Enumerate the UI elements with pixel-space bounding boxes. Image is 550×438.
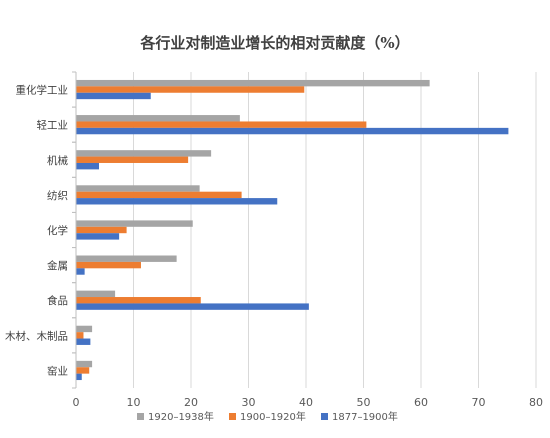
bar bbox=[76, 303, 309, 310]
x-tick-label: 40 bbox=[299, 396, 313, 409]
bar bbox=[76, 226, 127, 234]
bar bbox=[76, 156, 189, 163]
legend: 1920–1938年 1900–1920年 1877–1900年 bbox=[137, 410, 398, 423]
x-tick-label: 50 bbox=[357, 396, 371, 409]
category-label: 机械 bbox=[47, 154, 68, 167]
bar bbox=[76, 185, 200, 192]
bars bbox=[76, 79, 509, 381]
category-label: 化学 bbox=[47, 224, 68, 237]
x-tick-label: 10 bbox=[127, 396, 141, 409]
bar bbox=[76, 360, 93, 368]
bar bbox=[76, 297, 201, 304]
bar bbox=[76, 150, 212, 157]
bar bbox=[76, 220, 193, 227]
chart-title: 各行业对制造业增长的相对贡献度（%） bbox=[139, 34, 409, 52]
category-label: 轻工业 bbox=[37, 119, 69, 132]
category-label: 窑业 bbox=[47, 364, 68, 377]
axes: 0 10 20 30 40 50 60 70 80 重化学工业轻工业机械纺织化学金属食品木材、木制… bbox=[5, 71, 543, 409]
bar bbox=[76, 261, 141, 269]
bar bbox=[76, 127, 509, 135]
legend-label: 1877–1900年 bbox=[332, 410, 398, 423]
bar bbox=[76, 191, 242, 199]
category-label: 食品 bbox=[47, 294, 68, 307]
bar bbox=[76, 332, 84, 339]
bar bbox=[76, 268, 85, 275]
bar bbox=[76, 162, 99, 170]
category-label: 重化学工业 bbox=[16, 84, 69, 97]
legend-swatch bbox=[321, 413, 328, 420]
x-tick-label: 70 bbox=[472, 396, 486, 409]
category-label: 木材、木制品 bbox=[5, 329, 68, 342]
bar bbox=[76, 338, 91, 345]
x-tick-label: 80 bbox=[529, 396, 543, 409]
bar bbox=[76, 255, 177, 262]
category-label: 金属 bbox=[47, 259, 68, 272]
x-tick-label: 30 bbox=[242, 396, 256, 409]
bar bbox=[76, 92, 151, 100]
bar bbox=[76, 198, 278, 205]
bar bbox=[76, 373, 82, 381]
bar bbox=[76, 325, 93, 333]
bar bbox=[76, 290, 116, 298]
bar bbox=[76, 233, 120, 240]
category-label: 纺织 bbox=[47, 189, 68, 202]
bar bbox=[76, 367, 90, 374]
bar bbox=[76, 86, 305, 93]
legend-swatch bbox=[137, 413, 144, 420]
bar bbox=[76, 115, 240, 122]
legend-label: 1900–1920年 bbox=[240, 410, 306, 423]
legend-swatch bbox=[229, 413, 236, 420]
x-tick-label: 0 bbox=[73, 396, 80, 409]
x-tick-label: 60 bbox=[414, 396, 428, 409]
bar bbox=[76, 121, 367, 128]
x-tick-label: 20 bbox=[184, 396, 198, 409]
legend-label: 1920–1938年 bbox=[148, 410, 214, 423]
bar bbox=[76, 79, 430, 87]
